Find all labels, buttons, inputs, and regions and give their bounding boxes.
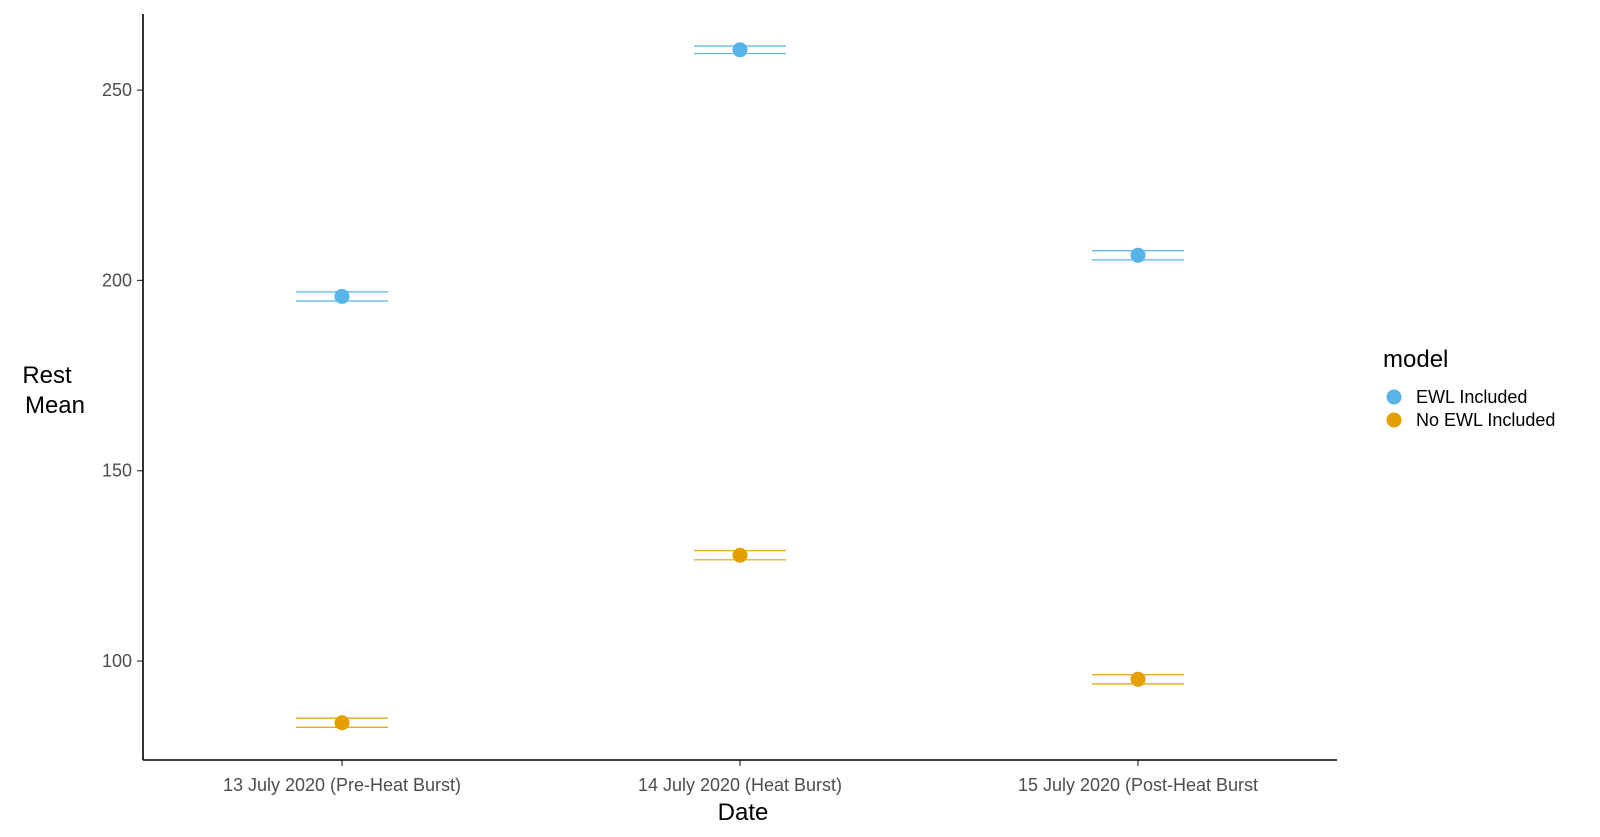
data-point: [732, 547, 748, 563]
x-axis-title: Date: [718, 799, 769, 826]
legend-key-ewl-included: [1386, 389, 1402, 405]
y-tick-label: 150: [102, 461, 132, 481]
data-marks: [296, 42, 1184, 731]
legend: model EWL Included No EWL Included: [1383, 346, 1555, 430]
data-point: [1130, 671, 1146, 687]
x-tick-label: 14 July 2020 (Heat Burst): [638, 775, 842, 795]
legend-title: model: [1383, 346, 1448, 373]
x-axis-ticks: 13 July 2020 (Pre-Heat Burst) 14 July 202…: [223, 760, 1258, 795]
x-tick-label: 13 July 2020 (Pre-Heat Burst): [223, 775, 461, 795]
legend-key-no-ewl-included: [1386, 412, 1402, 428]
x-tick-label: 15 July 2020 (Post-Heat Burst: [1018, 775, 1258, 795]
y-tick-label: 100: [102, 651, 132, 671]
y-tick-label: 200: [102, 270, 132, 290]
data-point: [334, 715, 350, 731]
y-axis-title-line-2: Mean: [25, 392, 85, 419]
y-tick-label: 250: [102, 80, 132, 100]
y-axis-ticks: 100 150 200 250: [102, 80, 143, 671]
data-point: [334, 288, 350, 304]
legend-label-ewl-included: EWL Included: [1416, 387, 1527, 407]
y-axis-title-line-1: Rest: [22, 362, 72, 389]
data-point: [1130, 247, 1146, 263]
legend-label-no-ewl-included: No EWL Included: [1416, 410, 1555, 430]
data-point: [732, 42, 748, 58]
